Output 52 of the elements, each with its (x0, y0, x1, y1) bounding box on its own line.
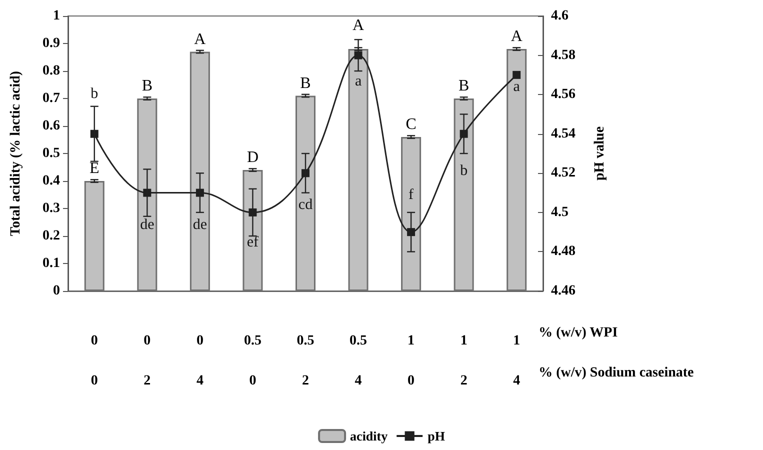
annotation: E (90, 160, 100, 178)
category-label: 0.5 0 (244, 334, 262, 388)
category-label: 0 0 (90, 334, 98, 388)
annotation: D (246, 149, 259, 166)
annotation: b (460, 162, 468, 179)
y-tick-label: 0.7 (42, 91, 60, 106)
category-label: 1 2 (460, 334, 468, 388)
y2-tick-label: 4.56 (551, 87, 576, 102)
y2-tick-label: 4.6 (551, 8, 568, 24)
annotation: A (352, 17, 364, 34)
annotation: B (458, 78, 470, 95)
annotation: B (142, 78, 153, 95)
y-tick-label: 0.9 (42, 36, 60, 51)
annotation: A (510, 28, 523, 46)
annotation: b (90, 86, 98, 102)
y-tick-label: 0 (53, 284, 60, 298)
annotation: f (408, 187, 414, 204)
y-tick-label: 1 (53, 8, 60, 24)
y-tick-label: 0.6 (42, 118, 60, 134)
y2-tick-label: 4.52 (551, 166, 576, 181)
category-label: 0 2 (144, 334, 151, 388)
y2-axis-title: pH value (592, 126, 608, 181)
category-label: 1 0 (408, 334, 415, 388)
point (512, 70, 521, 79)
annotation: C (406, 116, 416, 134)
y-tick-label: 0.8 (42, 64, 60, 78)
category-label: 0 4 (196, 334, 204, 388)
y2-tick-label: 4.5 (551, 204, 568, 220)
annotation: ef (246, 234, 259, 250)
y2-tick-label: 4.48 (551, 244, 576, 260)
y-tick-label: 0.3 (42, 201, 60, 216)
y-tick-label: 0.5 (42, 146, 60, 161)
annotation: de (192, 216, 208, 233)
y-axis-title: Total acidity (% lactic acid) (8, 70, 24, 236)
text: % (w/v) WPI % (w/v) Sodium caseinate (538, 326, 694, 380)
y-tick-label: 0.2 (42, 228, 60, 244)
annotation: cd (298, 197, 314, 214)
annotation: a (513, 78, 520, 95)
legend-label: acidity (350, 428, 388, 444)
legend-label: pH (428, 428, 445, 444)
category-label: 1 4 (513, 334, 520, 388)
annotation: B (300, 74, 311, 92)
y2-tick-label: 4.58 (551, 48, 576, 63)
y2-tick-label: 4.46 (551, 284, 576, 298)
category-label: 0.5 2 (296, 334, 314, 388)
annotation: a (354, 73, 362, 90)
annotation: A (194, 30, 206, 48)
annotation: de (140, 216, 155, 233)
y-tick-label: 0.1 (42, 256, 60, 271)
category-label: 0.5 4 (350, 334, 368, 388)
y-tick-label: 0.4 (42, 174, 60, 188)
y2-tick-label: 4.54 (551, 126, 576, 142)
